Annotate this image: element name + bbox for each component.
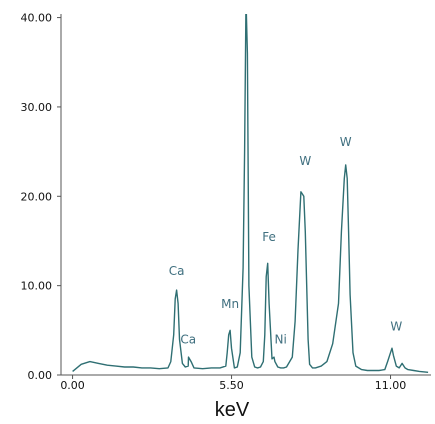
peak-label: Ca [180, 333, 196, 347]
peak-label: Mn [221, 297, 239, 311]
y-tick-label: 0.00 [28, 369, 53, 382]
peak-label: W [390, 319, 402, 333]
x-tick-label: 5.50 [219, 379, 244, 392]
peak-label: Ca [169, 264, 185, 278]
x-tick-label: 11.00 [375, 379, 407, 392]
plot-marks [72, 14, 429, 373]
peak-labels: Ca Ca Mn Fe Ni W W W [169, 135, 403, 346]
peak-label: W [340, 135, 352, 149]
peak-label: Fe [262, 230, 276, 244]
peak-label: W [299, 154, 311, 168]
y-tick-label: 20.00 [21, 190, 53, 203]
x-tick-label: 0.00 [60, 379, 85, 392]
y-tick-label: 40.00 [21, 12, 53, 25]
spectrum-line [72, 14, 429, 373]
y-tick-label: 30.00 [21, 101, 53, 114]
x-axis-title: keV [215, 399, 250, 421]
y-axis-ticks: 0.00 10.00 20.00 30.00 40.00 [21, 12, 61, 382]
y-tick-label: 10.00 [21, 280, 53, 293]
x-axis-ticks: 0.00 5.50 11.00 [60, 375, 406, 392]
peak-label: Ni [275, 333, 287, 347]
